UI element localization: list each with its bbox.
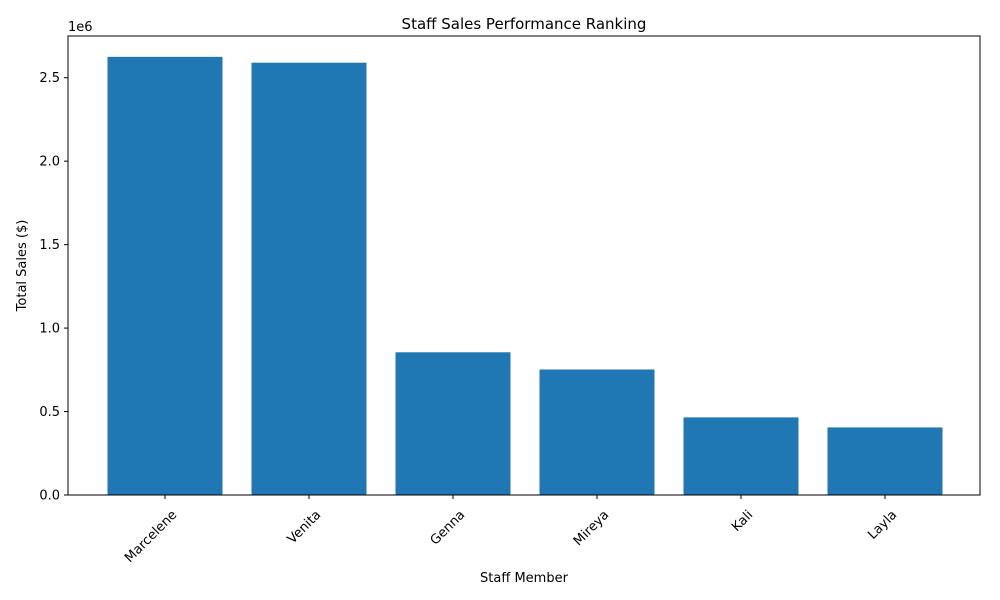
bar-genna (395, 352, 511, 495)
x-axis-ticks: Marcelene Venita Genna Mireya Kali Layla (122, 495, 900, 566)
bars-group (107, 56, 943, 496)
axes-frame (67, 35, 981, 496)
y-tick-label: 2.5 (39, 71, 60, 86)
bar-layla (827, 427, 943, 495)
chart-title: Staff Sales Performance Ranking (402, 15, 647, 33)
plot-area: 0.00.51.01.52.02.5 Marcelene Venita Genna M… (39, 35, 981, 566)
y-tick-label: 1.5 (39, 238, 60, 253)
y-tick-label: 0.5 (39, 405, 60, 420)
bar-kali (683, 417, 799, 495)
x-tick-label-kali: Kali (729, 508, 756, 535)
y-tick-label: 0.0 (39, 489, 60, 504)
bar-mireya (539, 369, 655, 495)
x-tick-label-mireya: Mireya (571, 508, 612, 549)
x-axis-label: Staff Member (480, 571, 569, 586)
x-tick-label-venita: Venita (285, 508, 324, 547)
y-axis-offset-label: 1e6 (68, 20, 93, 35)
x-tick-label-genna: Genna (428, 508, 469, 549)
y-axis-label: Total Sales ($) (15, 220, 30, 313)
y-tick-label: 1.0 (39, 322, 60, 337)
y-axis-ticks: 0.0 0.5 1.0 1.5 2.0 2.5 (39, 71, 68, 504)
x-tick-label-marcelene: Marcelene (122, 508, 180, 566)
bar-venita (251, 62, 367, 496)
x-tick-label-layla: Layla (865, 508, 900, 543)
bar-marcelene (107, 56, 223, 495)
y-tick-label: 2.0 (39, 155, 60, 170)
